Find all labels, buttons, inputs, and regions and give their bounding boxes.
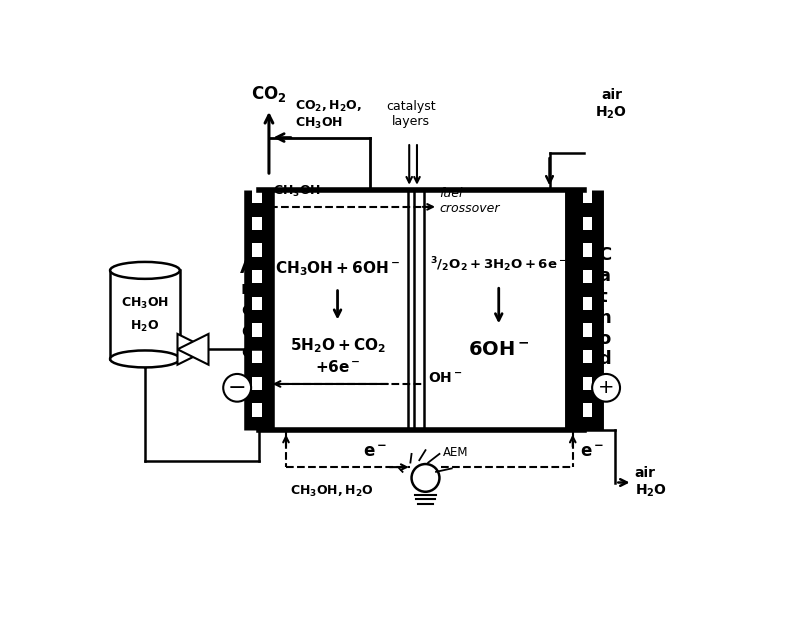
Bar — [583, 270, 592, 284]
Text: $\mathbf{CH_3OH + 6OH^-}$: $\mathbf{CH_3OH + 6OH^-}$ — [275, 259, 400, 278]
Text: $\mathbf{5H_2O + CO_2}$: $\mathbf{5H_2O + CO_2}$ — [290, 336, 386, 355]
Text: $\mathbf{CH_3OH}$: $\mathbf{CH_3OH}$ — [273, 184, 321, 199]
Polygon shape — [178, 334, 209, 365]
Bar — [252, 216, 262, 230]
Bar — [252, 270, 262, 284]
Text: $\mathbf{CH_3OH, H_2O}$: $\mathbf{CH_3OH, H_2O}$ — [290, 484, 374, 499]
Bar — [583, 297, 592, 310]
Text: +: + — [598, 379, 614, 398]
Ellipse shape — [110, 262, 180, 279]
Ellipse shape — [110, 351, 180, 367]
Circle shape — [411, 464, 439, 492]
Text: $\mathbf{CH_3OH}$: $\mathbf{CH_3OH}$ — [121, 296, 169, 311]
Text: $\mathbf{e^-}$: $\mathbf{e^-}$ — [581, 443, 605, 461]
Bar — [252, 377, 262, 390]
Bar — [252, 403, 262, 417]
Text: $\mathbf{+ 6e^-}$: $\mathbf{+ 6e^-}$ — [314, 359, 361, 375]
Text: $\mathbf{OH^-}$: $\mathbf{OH^-}$ — [428, 371, 462, 385]
Bar — [583, 243, 592, 256]
Bar — [583, 216, 592, 230]
Bar — [252, 243, 262, 256]
Bar — [252, 323, 262, 337]
Text: A
n
o
d
e: A n o d e — [240, 260, 254, 361]
Text: air
$\mathbf{H_2O}$: air $\mathbf{H_2O}$ — [634, 466, 666, 499]
Text: $\mathbf{CO_2, H_2O,}$
$\mathbf{CH_3OH}$: $\mathbf{CO_2, H_2O,}$ $\mathbf{CH_3OH}$ — [295, 99, 362, 132]
Bar — [583, 350, 592, 363]
Text: $\mathbf{CO_2}$: $\mathbf{CO_2}$ — [251, 84, 286, 104]
Circle shape — [592, 374, 620, 402]
Text: fuel
crossover: fuel crossover — [439, 187, 500, 215]
Text: catalyst
layers: catalyst layers — [386, 100, 436, 128]
Bar — [252, 297, 262, 310]
Text: −: − — [228, 378, 246, 398]
Text: C
a
t
h
o
d
e: C a t h o d e — [598, 246, 611, 389]
Text: $\mathbf{e^-}$: $\mathbf{e^-}$ — [363, 443, 387, 461]
Bar — [252, 190, 262, 203]
Circle shape — [223, 374, 251, 402]
Text: $\mathbf{6OH^-}$: $\mathbf{6OH^-}$ — [468, 340, 530, 359]
Bar — [110, 270, 180, 359]
Polygon shape — [178, 334, 209, 365]
Text: $\mathbf{H_2O}$: $\mathbf{H_2O}$ — [130, 318, 159, 334]
Bar — [583, 190, 592, 203]
Bar — [583, 403, 592, 417]
Text: air
$\mathbf{H_2O}$: air $\mathbf{H_2O}$ — [595, 88, 627, 121]
Bar — [583, 323, 592, 337]
Text: AEM: AEM — [442, 446, 468, 460]
Bar — [583, 377, 592, 390]
Text: $^{\mathbf{3}}\mathbf{/_2O_2 + 3H_2O +6e^-}$: $^{\mathbf{3}}\mathbf{/_2O_2 + 3H_2O +6e… — [430, 255, 567, 274]
Bar — [252, 350, 262, 363]
